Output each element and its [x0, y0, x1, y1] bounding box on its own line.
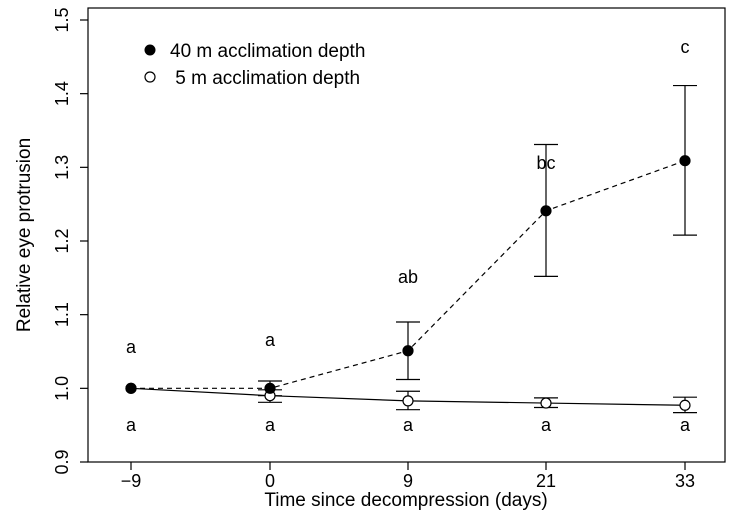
data-point-40m — [679, 155, 691, 167]
y-axis: 0.9 1.0 1.1 1.2 1.3 1.4 1.5 — [52, 7, 88, 475]
data-point-40m — [264, 382, 276, 394]
x-tick-label: 0 — [265, 471, 275, 491]
x-tick-label: 21 — [536, 471, 556, 491]
y-tick-label: 1.5 — [52, 7, 72, 32]
legend-label-5m: 5 m acclimation depth — [170, 68, 360, 89]
data-point-5m — [679, 399, 691, 411]
significance-letters: a a ab bc c a a a a a — [126, 37, 691, 435]
y-tick-label: 1.2 — [52, 228, 72, 253]
legend-marker-5m — [144, 71, 156, 83]
significance-letter-5m: a — [403, 415, 414, 435]
x-axis-label: Time since decompression (days) — [264, 490, 547, 511]
data-point-5m — [402, 395, 414, 407]
y-tick-label: 1.0 — [52, 376, 72, 401]
legend-label-40m: 40 m acclimation depth — [170, 41, 365, 62]
legend-marker-40m — [144, 44, 156, 56]
significance-letter-5m: a — [680, 415, 691, 435]
y-tick-label: 1.4 — [52, 81, 72, 106]
y-axis-label: Relative eye protrusion — [14, 138, 35, 332]
data-point-40m — [402, 345, 414, 357]
y-tick-label: 1.1 — [52, 302, 72, 327]
series-layer — [125, 84, 697, 414]
significance-letter-40m: c — [681, 37, 690, 57]
significance-letter-40m: a — [265, 330, 276, 350]
significance-letter-40m: a — [126, 337, 137, 357]
significance-letter-5m: a — [265, 415, 276, 435]
x-axis: −9 0 9 21 33 — [121, 462, 695, 491]
x-tick-label: 33 — [675, 471, 695, 491]
y-tick-label: 1.3 — [52, 155, 72, 180]
data-point-40m — [125, 382, 137, 394]
significance-letter-40m: bc — [536, 153, 555, 173]
plot-frame — [87, 7, 726, 463]
data-point-40m — [540, 205, 552, 217]
x-tick-label: 9 — [403, 471, 413, 491]
x-tick-label: −9 — [121, 471, 142, 491]
y-tick-label: 0.9 — [52, 449, 72, 474]
significance-letter-5m: a — [541, 415, 552, 435]
data-point-5m — [540, 397, 552, 409]
legend: 40 m acclimation depth 5 m acclimation d… — [144, 41, 365, 89]
significance-letter-5m: a — [126, 415, 137, 435]
significance-letter-40m: ab — [398, 267, 418, 287]
